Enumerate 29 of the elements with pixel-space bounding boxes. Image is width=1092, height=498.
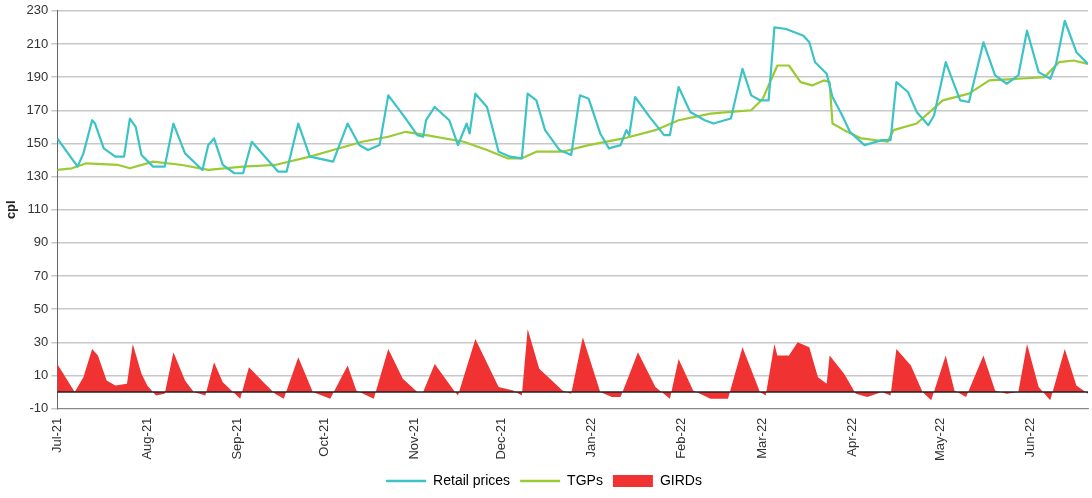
x-tick-label: Jun-22 <box>1021 417 1037 458</box>
x-tick-label: Mar-22 <box>754 417 770 459</box>
y-tick-label: 210 <box>26 35 49 51</box>
x-tick-label: Feb-22 <box>673 417 689 459</box>
y-tick-label: 10 <box>33 367 49 383</box>
x-tick-label: May-22 <box>931 417 947 462</box>
y-tick-label: 30 <box>33 333 49 349</box>
x-tick-label: Aug-21 <box>138 417 154 460</box>
legend-label: GIRDs <box>659 471 702 488</box>
y-tick-label: 50 <box>33 300 49 316</box>
x-tick-label: Dec-21 <box>493 417 509 460</box>
x-tick-label: Nov-21 <box>405 417 421 460</box>
y-tick-label: 90 <box>33 234 49 250</box>
y-tick-label: 110 <box>27 201 49 217</box>
y-tick-label: 70 <box>33 267 49 283</box>
y-tick-label: 150 <box>26 135 49 150</box>
x-tick-label: Apr-22 <box>844 417 860 457</box>
y-axis-title: cpl <box>3 200 19 220</box>
y-tick-label: 190 <box>26 68 49 84</box>
y-tick-label: 230 <box>26 2 49 18</box>
y-tick-label: 170 <box>26 101 49 117</box>
x-tick-label: Jul-21 <box>48 417 64 454</box>
legend-label: Retail prices <box>433 471 511 488</box>
y-tick-label: -10 <box>29 400 49 416</box>
x-tick-label: Oct-21 <box>315 417 331 457</box>
x-tick-label: Jan-22 <box>583 417 599 458</box>
legend-label: TGPs <box>567 471 603 488</box>
y-tick-label: 130 <box>26 168 49 184</box>
x-tick-label: Sep-21 <box>228 417 244 460</box>
